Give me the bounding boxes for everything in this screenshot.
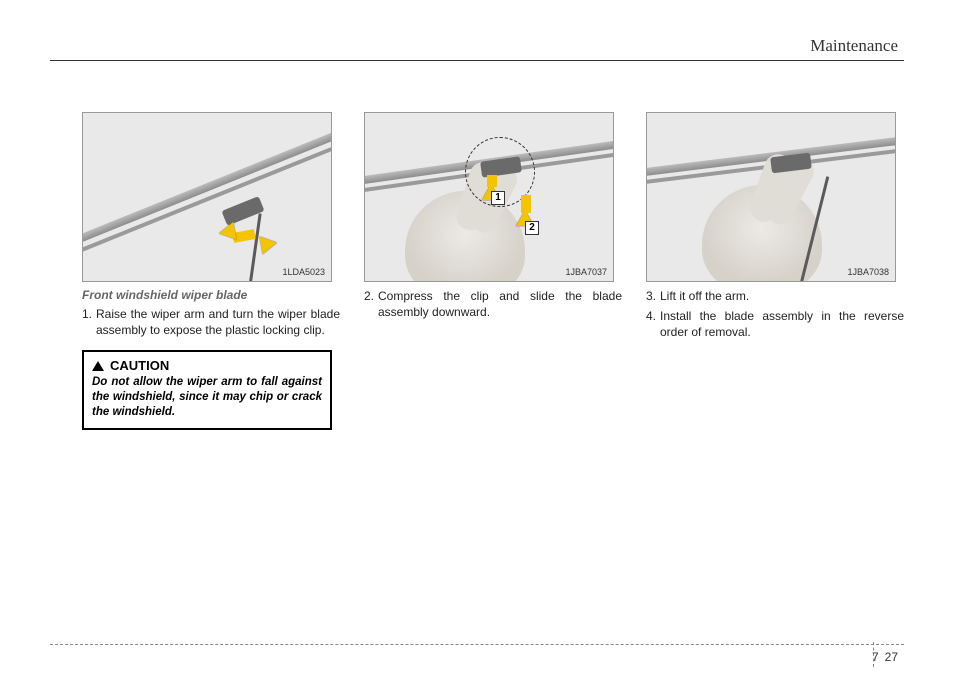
step-1-text: Raise the wiper arm and turn the wiper b… bbox=[96, 306, 340, 338]
step-4: 4. Install the blade assembly in the rev… bbox=[646, 308, 904, 340]
column-1: 1LDA5023 Front windshield wiper blade 1.… bbox=[82, 112, 340, 430]
figure-1: 1LDA5023 bbox=[82, 112, 332, 282]
col1-subhead: Front windshield wiper blade bbox=[82, 288, 340, 302]
figure-2-code: 1JBA7037 bbox=[565, 267, 607, 277]
footer: 7 27 bbox=[0, 644, 954, 645]
step-4-text: Install the blade assembly in the revers… bbox=[660, 308, 904, 340]
page-number-value: 27 bbox=[885, 650, 898, 664]
step-1: 1. Raise the wiper arm and turn the wipe… bbox=[82, 306, 340, 338]
caution-body: Do not allow the wiper arm to fall again… bbox=[92, 375, 322, 420]
step-2: 2. Compress the clip and slide the blade… bbox=[364, 288, 622, 320]
column-2: 1 2 1JBA7037 2. Compress the clip and sl… bbox=[364, 112, 622, 430]
warning-icon bbox=[92, 361, 104, 371]
figure-3: 1JBA7038 bbox=[646, 112, 896, 282]
figure-2-callout-1: 1 bbox=[491, 191, 505, 205]
page-number: 7 27 bbox=[872, 650, 898, 664]
section-title: Maintenance bbox=[810, 36, 898, 56]
figure-3-code: 1JBA7038 bbox=[847, 267, 889, 277]
chapter-number: 7 bbox=[872, 650, 879, 664]
figure-2-callout-2: 2 bbox=[525, 221, 539, 235]
figure-1-code: 1LDA5023 bbox=[282, 267, 325, 277]
step-3-text: Lift it off the arm. bbox=[660, 288, 904, 304]
content-columns: 1LDA5023 Front windshield wiper blade 1.… bbox=[82, 112, 904, 430]
caution-box: CAUTION Do not allow the wiper arm to fa… bbox=[82, 350, 332, 430]
column-3: 1JBA7038 3. Lift it off the arm. 4. Inst… bbox=[646, 112, 904, 430]
step-2-text: Compress the clip and slide the blade as… bbox=[378, 288, 622, 320]
step-3: 3. Lift it off the arm. bbox=[646, 288, 904, 304]
step-4-num: 4. bbox=[646, 308, 660, 340]
caution-head-text: CAUTION bbox=[110, 358, 169, 373]
step-1-num: 1. bbox=[82, 306, 96, 338]
caution-head: CAUTION bbox=[92, 358, 322, 373]
header-rule bbox=[50, 60, 904, 61]
figure-2: 1 2 1JBA7037 bbox=[364, 112, 614, 282]
footer-rule bbox=[50, 644, 904, 645]
step-3-num: 3. bbox=[646, 288, 660, 304]
step-2-num: 2. bbox=[364, 288, 378, 320]
